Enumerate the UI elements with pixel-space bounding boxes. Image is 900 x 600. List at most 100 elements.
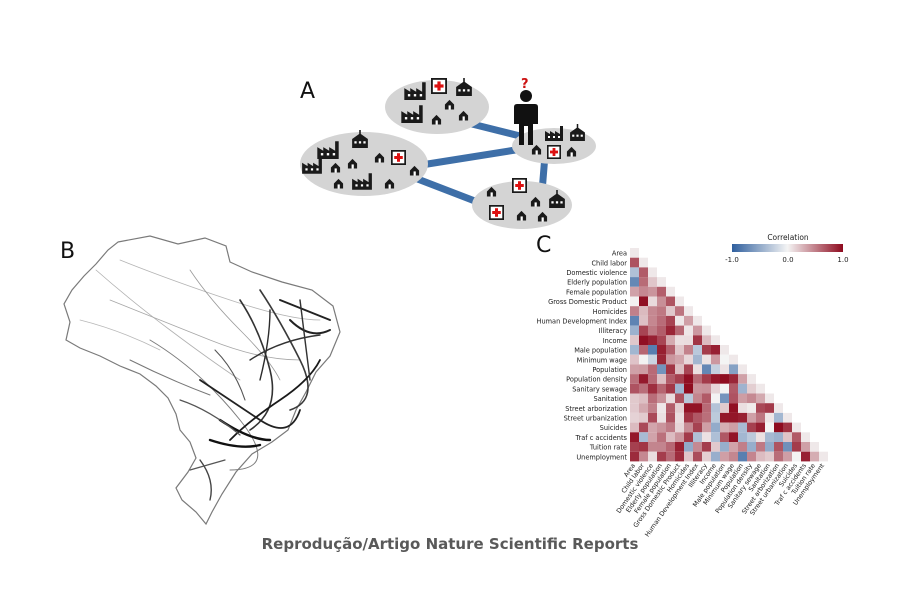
heatmap-cell — [630, 451, 639, 462]
heatmap-cell — [684, 383, 693, 394]
heatmap-cell — [774, 403, 783, 413]
heatmap-cell — [666, 412, 675, 423]
heatmap-cell — [711, 393, 720, 404]
hospital-icon — [512, 178, 527, 193]
heatmap-cell — [702, 451, 711, 462]
heatmap-cell — [738, 451, 747, 462]
heatmap-cell — [720, 364, 729, 375]
school-icon — [456, 78, 472, 96]
heatmap-cell — [720, 432, 729, 442]
heatmap-cell — [639, 442, 648, 452]
heatmap-cell — [630, 277, 639, 287]
mobility-network — [79, 259, 331, 501]
heatmap-cell — [666, 383, 675, 394]
panel-label-b: B — [60, 239, 75, 264]
heatmap-cell — [657, 374, 666, 384]
heatmap-cell — [630, 286, 639, 297]
figure-caption: Reprodução/Artigo Nature Scientific Repo… — [262, 535, 639, 553]
heatmap-cell — [684, 451, 693, 462]
hospital-icon — [547, 145, 561, 159]
heatmap-cell — [684, 442, 693, 452]
heatmap-row-label: Sanitary sewage — [572, 385, 627, 393]
network-link — [468, 120, 532, 142]
heatmap-cell — [639, 451, 648, 462]
heatmap-cell — [810, 442, 819, 452]
heatmap-cell — [648, 306, 657, 316]
heatmap-cell — [630, 393, 639, 404]
heatmap-cells — [630, 248, 828, 462]
heatmap-cell — [675, 315, 684, 326]
heatmap-cell — [666, 442, 675, 452]
heatmap-cell — [801, 442, 810, 452]
heatmap-cell — [684, 364, 693, 375]
heatmap-cell — [756, 403, 765, 413]
heatmap-cell — [684, 315, 693, 326]
heatmap-cell — [675, 374, 684, 384]
heatmap-cell — [738, 403, 747, 413]
heatmap-cell — [702, 335, 711, 345]
heatmap-cell — [666, 286, 675, 297]
heatmap-cell — [774, 422, 783, 433]
heatmap-cell — [684, 335, 693, 345]
heatmap-cell — [639, 277, 648, 287]
heatmap-cell — [783, 451, 792, 462]
heatmap-cell — [747, 383, 756, 394]
heatmap-cell — [657, 403, 666, 413]
heatmap-cell — [657, 393, 666, 404]
heatmap-row-label: Street urbanization — [564, 414, 627, 422]
heatmap-cell — [657, 306, 666, 316]
heatmap-cell — [756, 422, 765, 433]
heatmap-cell — [630, 422, 639, 433]
heatmap-cell — [657, 354, 666, 365]
heatmap-cell — [684, 403, 693, 413]
heatmap-cell — [747, 374, 756, 384]
heatmap-cell — [711, 403, 720, 413]
heatmap-cell — [657, 277, 666, 287]
heatmap-cell — [648, 286, 657, 297]
network-link — [411, 144, 532, 170]
heatmap-cell — [648, 374, 657, 384]
heatmap-cell — [756, 451, 765, 462]
heatmap-cell — [666, 403, 675, 413]
heatmap-row-label: Homicides — [593, 308, 628, 316]
heatmap-cell — [648, 354, 657, 365]
heatmap-cell — [675, 451, 684, 462]
hospital-icon — [391, 150, 406, 165]
heatmap-cell — [648, 403, 657, 413]
heatmap-row-label: Tuition rate — [589, 444, 627, 452]
heatmap-row-label: Illiteracy — [599, 327, 627, 335]
heatmap-cell — [693, 432, 702, 442]
heatmap-cell — [792, 422, 801, 433]
heatmap-cell — [657, 315, 666, 326]
correlation-legend: Correlation -1.0 0.0 1.0 — [725, 233, 848, 264]
heatmap-cell — [630, 248, 639, 258]
heatmap-cell — [648, 442, 657, 452]
legend-colorbar — [732, 244, 843, 252]
heatmap-cell — [648, 364, 657, 375]
heatmap-cell — [630, 335, 639, 345]
heatmap-cell — [711, 364, 720, 375]
heatmap-cell — [657, 412, 666, 423]
heatmap-cell — [630, 403, 639, 413]
heatmap-cell — [738, 393, 747, 404]
heatmap-cell — [693, 451, 702, 462]
person-icon — [514, 90, 538, 145]
heatmap-cell — [711, 432, 720, 442]
heatmap-cell — [702, 345, 711, 355]
heatmap-cell — [720, 403, 729, 413]
heatmap-row-label: Male population — [574, 347, 627, 355]
heatmap-cell — [738, 364, 747, 375]
question-mark: ? — [521, 77, 529, 92]
heatmap-cell — [666, 306, 675, 316]
heatmap-cell — [765, 412, 774, 423]
heatmap-cell — [639, 403, 648, 413]
heatmap-cell — [666, 432, 675, 442]
legend-title: Correlation — [767, 233, 809, 242]
heatmap-cell — [729, 383, 738, 394]
heatmap-cell — [783, 432, 792, 442]
heatmap-cell — [630, 257, 639, 268]
heatmap-row-label: Minimum wage — [577, 356, 627, 364]
